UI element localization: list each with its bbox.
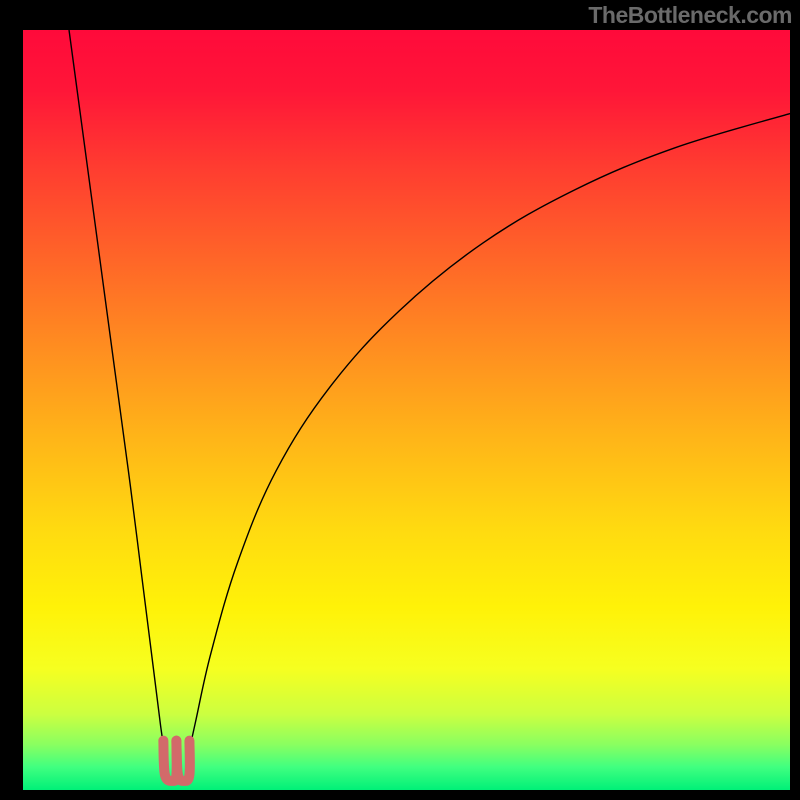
bottleneck-chart [0,0,800,800]
chart-container: TheBottleneck.com [0,0,800,800]
plot-background [23,30,790,790]
watermark-text: TheBottleneck.com [588,2,792,29]
